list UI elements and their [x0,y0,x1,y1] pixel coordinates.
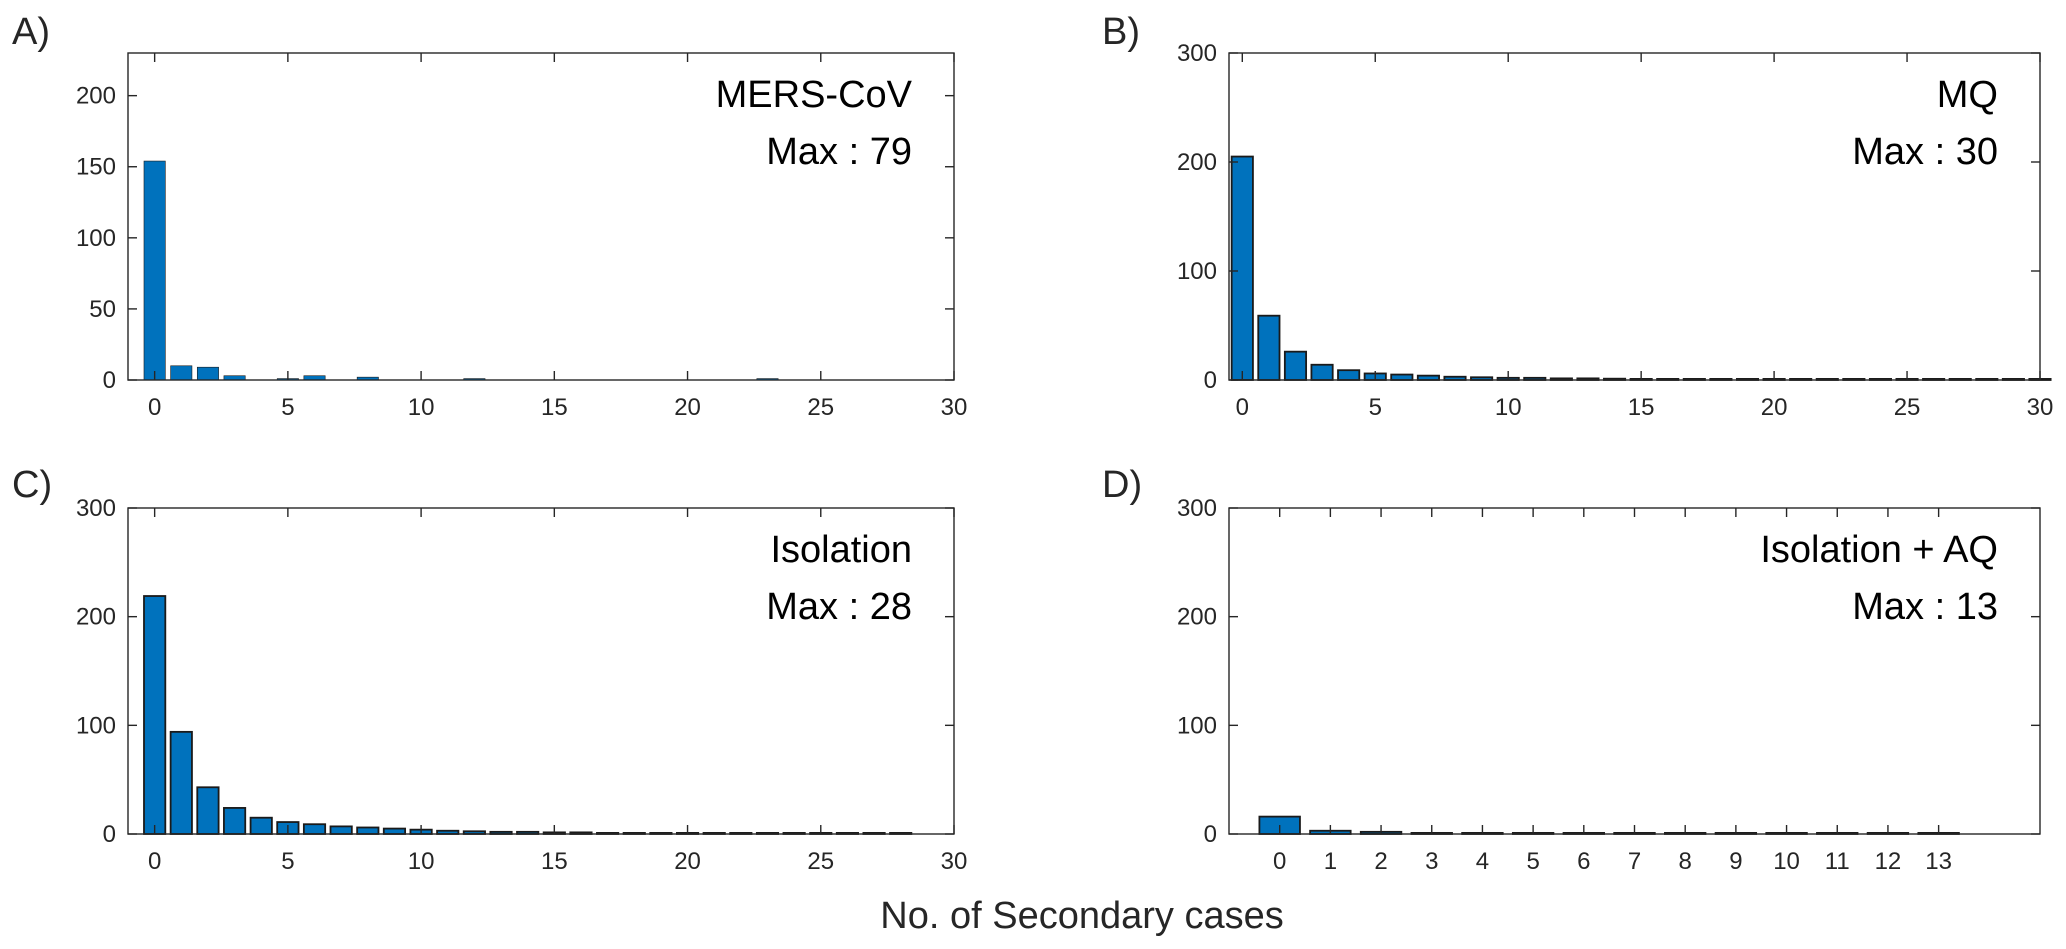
panel-c-bar-0 [143,595,167,835]
panel-a-xtick-label: 30 [941,394,968,421]
panel-c-bar-7 [329,825,353,835]
panel-b-bar-3 [1310,363,1334,381]
panel-a-label: A) [12,11,50,53]
panel-d-xtick-label: 1 [1324,848,1337,875]
panel-a-xtick-label: 0 [148,394,161,421]
panel-b-xtick-label: 25 [1894,394,1921,421]
panel-d-xtick-label: 2 [1374,848,1387,875]
panel-d-xtick-label: 6 [1577,848,1590,875]
panel-d-ytick-label: 300 [1177,495,1217,522]
panel-a-bar-1 [170,365,193,381]
panel-d-xtick-label: 9 [1729,848,1742,875]
panel-a-xtick-label: 15 [541,394,568,421]
panel-c-xtick-label: 30 [941,848,968,875]
panel-c-bar-2 [196,786,220,835]
panel-d-xtick-label: 5 [1526,848,1539,875]
panel-b-title: MQ [1937,74,1998,116]
panel-b-ytick-label: 100 [1177,258,1217,285]
panel-b-ytick-label: 300 [1177,40,1217,67]
panel-a-title: MERS-CoV [716,74,913,116]
panel-d-xtick-label: 13 [1925,848,1952,875]
panel-a-bar-0 [143,160,166,381]
panel-b: 0 100 200 300 0 5 10 15 20 25 30 B) MQ Max : 30 [1102,11,2053,421]
panel-c-xtick-label: 15 [541,848,568,875]
panel-b-xtick-label: 30 [2027,394,2054,421]
panel-a: 0 50 100 150 200 0 5 10 15 20 25 30 A) MERS-CoV Max : … [12,11,967,421]
panel-c-max-label: Max : 28 [766,586,912,628]
panel-a-xtick-label: 10 [408,394,435,421]
panel-b-bar-0 [1230,155,1254,381]
panel-a-xtick-label: 5 [281,394,294,421]
panel-c-ytick-label: 200 [76,604,116,631]
panel-c-bar-9 [382,827,407,835]
panel-a-ytick-label: 100 [76,225,116,252]
panel-c-title: Isolation [770,529,912,571]
panel-d-label: D) [1102,464,1142,506]
panel-c-xtick-label: 10 [408,848,435,875]
panel-c-xtick-label: 20 [674,848,701,875]
panel-a-bar-2 [196,366,219,381]
panel-d-xtick-label: 4 [1476,848,1489,875]
panel-a-ytick-label: 150 [76,154,116,181]
panel-c-bar-4 [249,816,273,835]
panel-a-ytick-label: 0 [103,367,116,394]
panel-c-ytick-label: 300 [76,495,116,522]
panel-a-ytick-label: 50 [89,296,116,323]
panel-c-ytick-label: 0 [103,821,116,848]
panel-d-xtick-label: 7 [1628,848,1641,875]
panel-b-ytick-label: 200 [1177,149,1217,176]
panel-d-ytick-label: 100 [1177,712,1217,739]
panel-c: 0 100 200 300 0 5 10 15 20 25 30 C) Isolation Max : 2… [12,464,967,875]
panel-b-bar-4 [1337,369,1361,381]
panel-a-max-label: Max : 79 [766,131,912,173]
panel-c-bar-6 [302,823,327,835]
panel-b-ytick-label: 0 [1204,367,1217,394]
panel-a-axes [127,52,955,381]
panel-c-bar-3 [223,807,247,835]
panel-c-xtick-label: 5 [281,848,294,875]
panel-a-xtick-label: 25 [807,394,834,421]
panel-d-ytick-label: 200 [1177,604,1217,631]
panel-d-xtick-label: 11 [1825,848,1850,875]
panel-d-xtick-label: 3 [1425,848,1438,875]
panel-c-xtick-label: 25 [807,848,834,875]
panel-d-max-label: Max : 13 [1852,586,1998,628]
panel-b-axes [1228,52,2041,381]
panel-b-xtick-label: 5 [1369,394,1382,421]
x-axis-label: No. of Secondary cases [880,895,1283,937]
panel-c-axes [127,507,955,835]
panel-b-xtick-label: 0 [1236,394,1249,421]
panel-c-bar-1 [169,730,193,835]
panel-b-xtick-label: 15 [1628,394,1655,421]
panel-b-max-label: Max : 30 [1852,131,1998,173]
panel-c-bar-8 [356,826,380,835]
panel-d-xtick-label: 8 [1679,848,1692,875]
panel-b-xtick-label: 20 [1761,394,1788,421]
panel-b-label: B) [1102,11,1140,53]
panel-b-xtick-label: 10 [1495,394,1522,421]
panel-d-xtick-label: 0 [1273,848,1286,875]
panel-c-xtick-label: 0 [148,848,161,875]
panel-c-ytick-label: 100 [76,712,116,739]
panel-d-ytick-label: 0 [1204,821,1217,848]
panel-c-label: C) [12,464,52,506]
panel-b-bar-6 [1390,373,1414,381]
panel-d-xtick-label: 12 [1875,848,1902,875]
panel-b-bar-1 [1257,314,1281,381]
panel-b-bar-2 [1283,350,1308,381]
panel-d-xtick-label: 10 [1773,848,1800,875]
panel-d-title: Isolation + AQ [1760,529,1998,571]
panel-a-ytick-label: 200 [76,83,116,110]
panel-a-xtick-label: 20 [674,394,701,421]
